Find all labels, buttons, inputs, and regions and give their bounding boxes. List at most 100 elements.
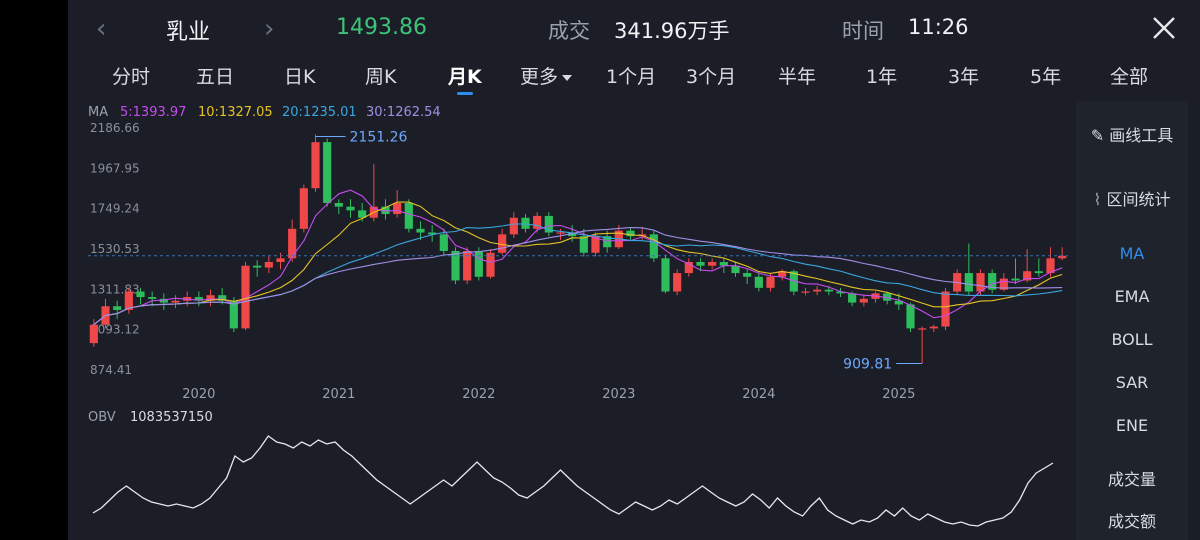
candle-body xyxy=(346,206,355,211)
candle-body xyxy=(206,295,215,301)
tab-all[interactable]: 全部 xyxy=(1110,66,1149,88)
candle-body xyxy=(754,276,763,288)
candle-body xyxy=(778,271,787,277)
tab-1year[interactable]: 1年 xyxy=(866,66,898,88)
next-arrow-icon[interactable]: › xyxy=(264,14,275,44)
ma20-line xyxy=(93,223,1063,326)
candle-body xyxy=(544,215,553,233)
candles-group xyxy=(89,134,1067,364)
candle-body xyxy=(766,276,775,288)
volume-label: 成交 xyxy=(548,19,590,43)
x-tick-label: 2020 xyxy=(182,387,215,402)
candle-body xyxy=(533,215,542,229)
tab-5year[interactable]: 5年 xyxy=(1030,66,1062,88)
candle-body xyxy=(89,324,98,344)
tab-yuek[interactable]: 月K xyxy=(448,62,482,95)
candle-body xyxy=(253,265,262,268)
tab-wuri[interactable]: 五日 xyxy=(196,66,235,88)
tab-zhouk[interactable]: 周K xyxy=(365,66,397,88)
candle-body xyxy=(731,265,740,274)
time-value: 11:26 xyxy=(908,15,969,39)
draw-tool-button[interactable]: ✎ 画线工具 xyxy=(1076,122,1188,146)
candle-body xyxy=(148,297,157,299)
candle-body xyxy=(719,262,728,266)
prev-arrow-icon[interactable]: ‹ xyxy=(96,14,107,44)
header-bar: ‹ 乳业 › 1493.86 成交 341.96万手 时间 11:26 xyxy=(68,0,1200,58)
ma20-value: 20:1235.01 xyxy=(282,105,357,120)
candle-body xyxy=(824,289,833,292)
high-price-label: 2151.26 xyxy=(350,130,408,146)
sub-indicator-turnover[interactable]: 成交额 xyxy=(1107,512,1156,531)
volume-value: 341.96万手 xyxy=(614,19,730,43)
range-stats-button[interactable]: ⌇ 区间统计 xyxy=(1076,186,1188,210)
ma-legend-label: MA xyxy=(88,105,108,120)
close-icon[interactable] xyxy=(1148,12,1180,44)
candle-body xyxy=(381,206,390,215)
ma30-line xyxy=(93,227,1063,326)
indicator-ema[interactable]: EMA xyxy=(1114,287,1150,306)
app-window: ‹ 乳业 › 1493.86 成交 341.96万手 时间 11:26 分时 五… xyxy=(68,0,1200,540)
candle-body xyxy=(241,265,250,329)
range-icon: ⌇ xyxy=(1093,190,1102,209)
candle-body xyxy=(451,250,460,281)
tab-more-label: 更多 xyxy=(520,66,559,88)
time-label: 时间 xyxy=(842,19,884,43)
candle-body xyxy=(439,234,448,251)
candle-body xyxy=(999,278,1008,290)
candle-body xyxy=(229,300,238,329)
candle-body xyxy=(743,273,752,277)
candle-body xyxy=(801,291,810,293)
indicator-ene[interactable]: ENE xyxy=(1115,416,1149,435)
candle-body xyxy=(976,273,985,292)
tab-halfyear[interactable]: 半年 xyxy=(778,66,817,88)
ma10-value: 10:1327.05 xyxy=(198,105,273,120)
candle-body xyxy=(136,291,145,298)
ma-lines-group xyxy=(93,189,1063,326)
y-tick-label: 1967.95 xyxy=(90,161,140,175)
obv-legend: OBV 1083537150 xyxy=(88,410,213,425)
ma5-line xyxy=(93,189,1063,326)
draw-tool-label: 画线工具 xyxy=(1109,126,1174,145)
candle-body xyxy=(509,217,518,235)
obv-value: 1083537150 xyxy=(130,410,213,425)
candle-body xyxy=(988,273,997,290)
sub-indicator-volume[interactable]: 成交量 xyxy=(1107,470,1156,489)
range-stats-label: 区间统计 xyxy=(1106,190,1171,209)
x-tick-label: 2022 xyxy=(462,387,495,402)
current-price: 1493.86 xyxy=(336,15,427,40)
low-price-label: 909.81 xyxy=(843,356,892,372)
candle-body xyxy=(264,262,273,268)
candle-body xyxy=(556,232,565,234)
indicator-ma[interactable]: MA xyxy=(1119,244,1145,263)
tab-3month[interactable]: 3个月 xyxy=(686,66,737,88)
tab-rik[interactable]: 日K xyxy=(284,66,316,88)
candle-body xyxy=(194,297,203,301)
candlestick-chart[interactable]: MA 5:1393.97 10:1327.05 20:1235.01 30:12… xyxy=(68,100,1068,540)
pencil-icon: ✎ xyxy=(1090,126,1105,145)
indicator-sar[interactable]: SAR xyxy=(1115,373,1149,392)
candle-body xyxy=(171,300,180,303)
candle-body xyxy=(684,262,693,274)
candle-body xyxy=(288,228,297,259)
y-tick-label: 1749.24 xyxy=(90,202,140,216)
candle-body xyxy=(276,258,285,263)
candle-body xyxy=(859,298,868,303)
y-tick-label: 1093.12 xyxy=(90,323,140,337)
candle-body xyxy=(428,232,437,235)
candle-body xyxy=(929,326,938,329)
tab-more[interactable]: 更多 xyxy=(520,62,573,89)
x-tick-label: 2021 xyxy=(322,387,355,402)
candle-body xyxy=(1046,258,1055,274)
candle-body xyxy=(603,236,612,248)
candle-body xyxy=(836,291,845,294)
tab-fenshi[interactable]: 分时 xyxy=(112,66,151,88)
indicator-boll[interactable]: BOLL xyxy=(1111,330,1153,349)
y-tick-label: 1530.53 xyxy=(90,242,140,256)
candle-body xyxy=(1011,278,1020,281)
candle-body xyxy=(626,230,635,237)
tab-3year[interactable]: 3年 xyxy=(948,66,980,88)
tab-1month[interactable]: 1个月 xyxy=(606,66,657,88)
candle-body xyxy=(918,328,927,330)
candle-body xyxy=(1034,271,1043,274)
ma5-value: 5:1393.97 xyxy=(120,105,186,120)
